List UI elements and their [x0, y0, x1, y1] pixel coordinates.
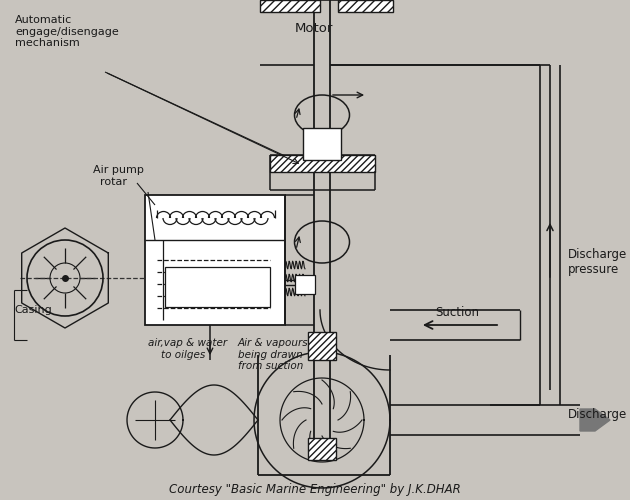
Bar	[308, 332, 336, 360]
Text: Suction: Suction	[435, 306, 479, 319]
FancyArrow shape	[580, 409, 610, 431]
Text: Discharge
pressure: Discharge pressure	[568, 248, 627, 276]
Text: Motor: Motor	[295, 22, 333, 35]
Text: Automatic
engage/disengage
mechanism: Automatic engage/disengage mechanism	[15, 15, 118, 48]
Bar	[260, 0, 320, 12]
Bar	[303, 128, 341, 160]
Bar	[308, 438, 336, 460]
Text: Discharge: Discharge	[568, 408, 627, 421]
Text: Casing: Casing	[14, 305, 52, 315]
Text: Air & vapours
being drawn
from suction: Air & vapours being drawn from suction	[238, 338, 309, 371]
Bar	[145, 195, 285, 325]
Bar	[270, 155, 375, 172]
Text: Courtesy "Basic Marine Engineering" by J.K.DHAR: Courtesy "Basic Marine Engineering" by J…	[169, 483, 461, 496]
Text: Air pump
  rotar: Air pump rotar	[93, 165, 144, 186]
Bar	[295, 275, 315, 294]
Bar	[338, 0, 393, 12]
Bar	[165, 267, 270, 307]
Text: air,vap & water
    to oilges: air,vap & water to oilges	[148, 338, 227, 359]
